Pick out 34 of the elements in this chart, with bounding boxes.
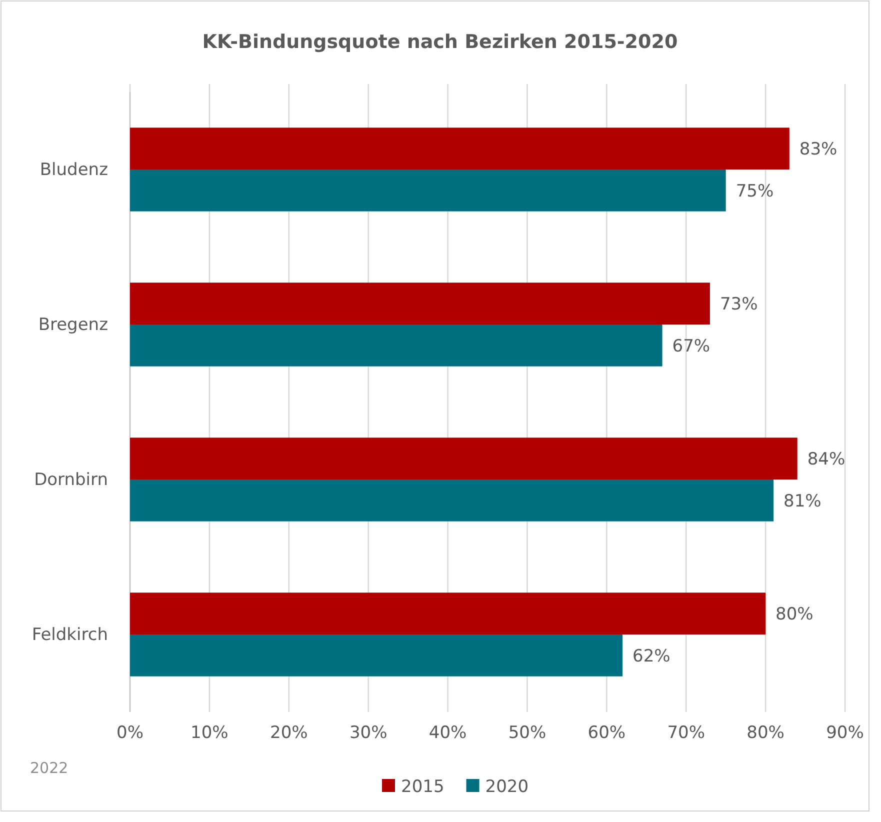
text: 62%	[632, 646, 670, 666]
text: 83%	[799, 140, 838, 160]
text: 67%	[672, 336, 710, 356]
x-tick-label: 60%	[588, 723, 626, 744]
x-tick-label: 40%	[428, 723, 467, 744]
x-tick-label: 30%	[349, 723, 388, 744]
bar	[130, 324, 662, 366]
text: 80%	[776, 604, 814, 625]
text: 75%	[736, 181, 774, 202]
bar	[130, 480, 774, 522]
text: 2022	[30, 759, 68, 777]
bar	[130, 592, 766, 634]
bar	[130, 438, 798, 480]
y-tick-label: Feldkirch	[32, 624, 108, 645]
x-tick-label: 80%	[746, 723, 784, 744]
bar	[130, 128, 790, 170]
bar	[130, 282, 710, 324]
text: 81%	[784, 491, 822, 512]
y-tick-label: Bregenz	[38, 314, 108, 335]
legend-label: 2020	[485, 777, 529, 797]
y-tick-label: Bludenz	[40, 160, 108, 180]
text: 73%	[720, 294, 758, 315]
x-tick-label: 20%	[270, 723, 308, 744]
x-tick-label: 10%	[190, 723, 228, 744]
x-tick-label: 50%	[508, 723, 546, 744]
bar	[130, 170, 726, 212]
legend-label: 2015	[401, 777, 444, 797]
y-tick-label: Dornbirn	[34, 470, 108, 490]
text: 84%	[807, 450, 846, 470]
x-tick-label: 70%	[667, 723, 706, 744]
x-tick-label: 90%	[826, 723, 864, 744]
chart-title: KK-Bindungsquote nach Bezirken 2015-2020	[202, 31, 678, 53]
bar	[130, 634, 623, 676]
x-tick-label: 0%	[116, 723, 144, 744]
